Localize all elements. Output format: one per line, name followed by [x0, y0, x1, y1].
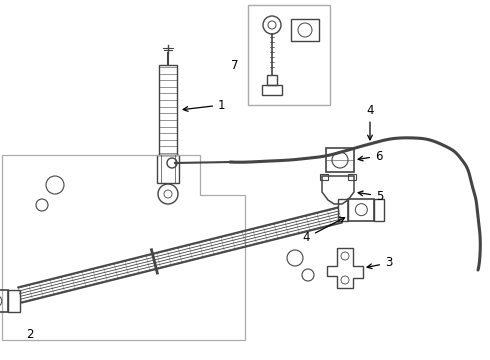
- Text: 1: 1: [183, 99, 225, 112]
- Text: 4: 4: [303, 217, 344, 244]
- Text: 3: 3: [367, 256, 392, 270]
- Text: 6: 6: [358, 149, 383, 162]
- Text: 5: 5: [358, 189, 383, 202]
- Text: 4: 4: [366, 104, 374, 140]
- Text: 2: 2: [26, 328, 34, 342]
- Text: 7: 7: [230, 59, 238, 72]
